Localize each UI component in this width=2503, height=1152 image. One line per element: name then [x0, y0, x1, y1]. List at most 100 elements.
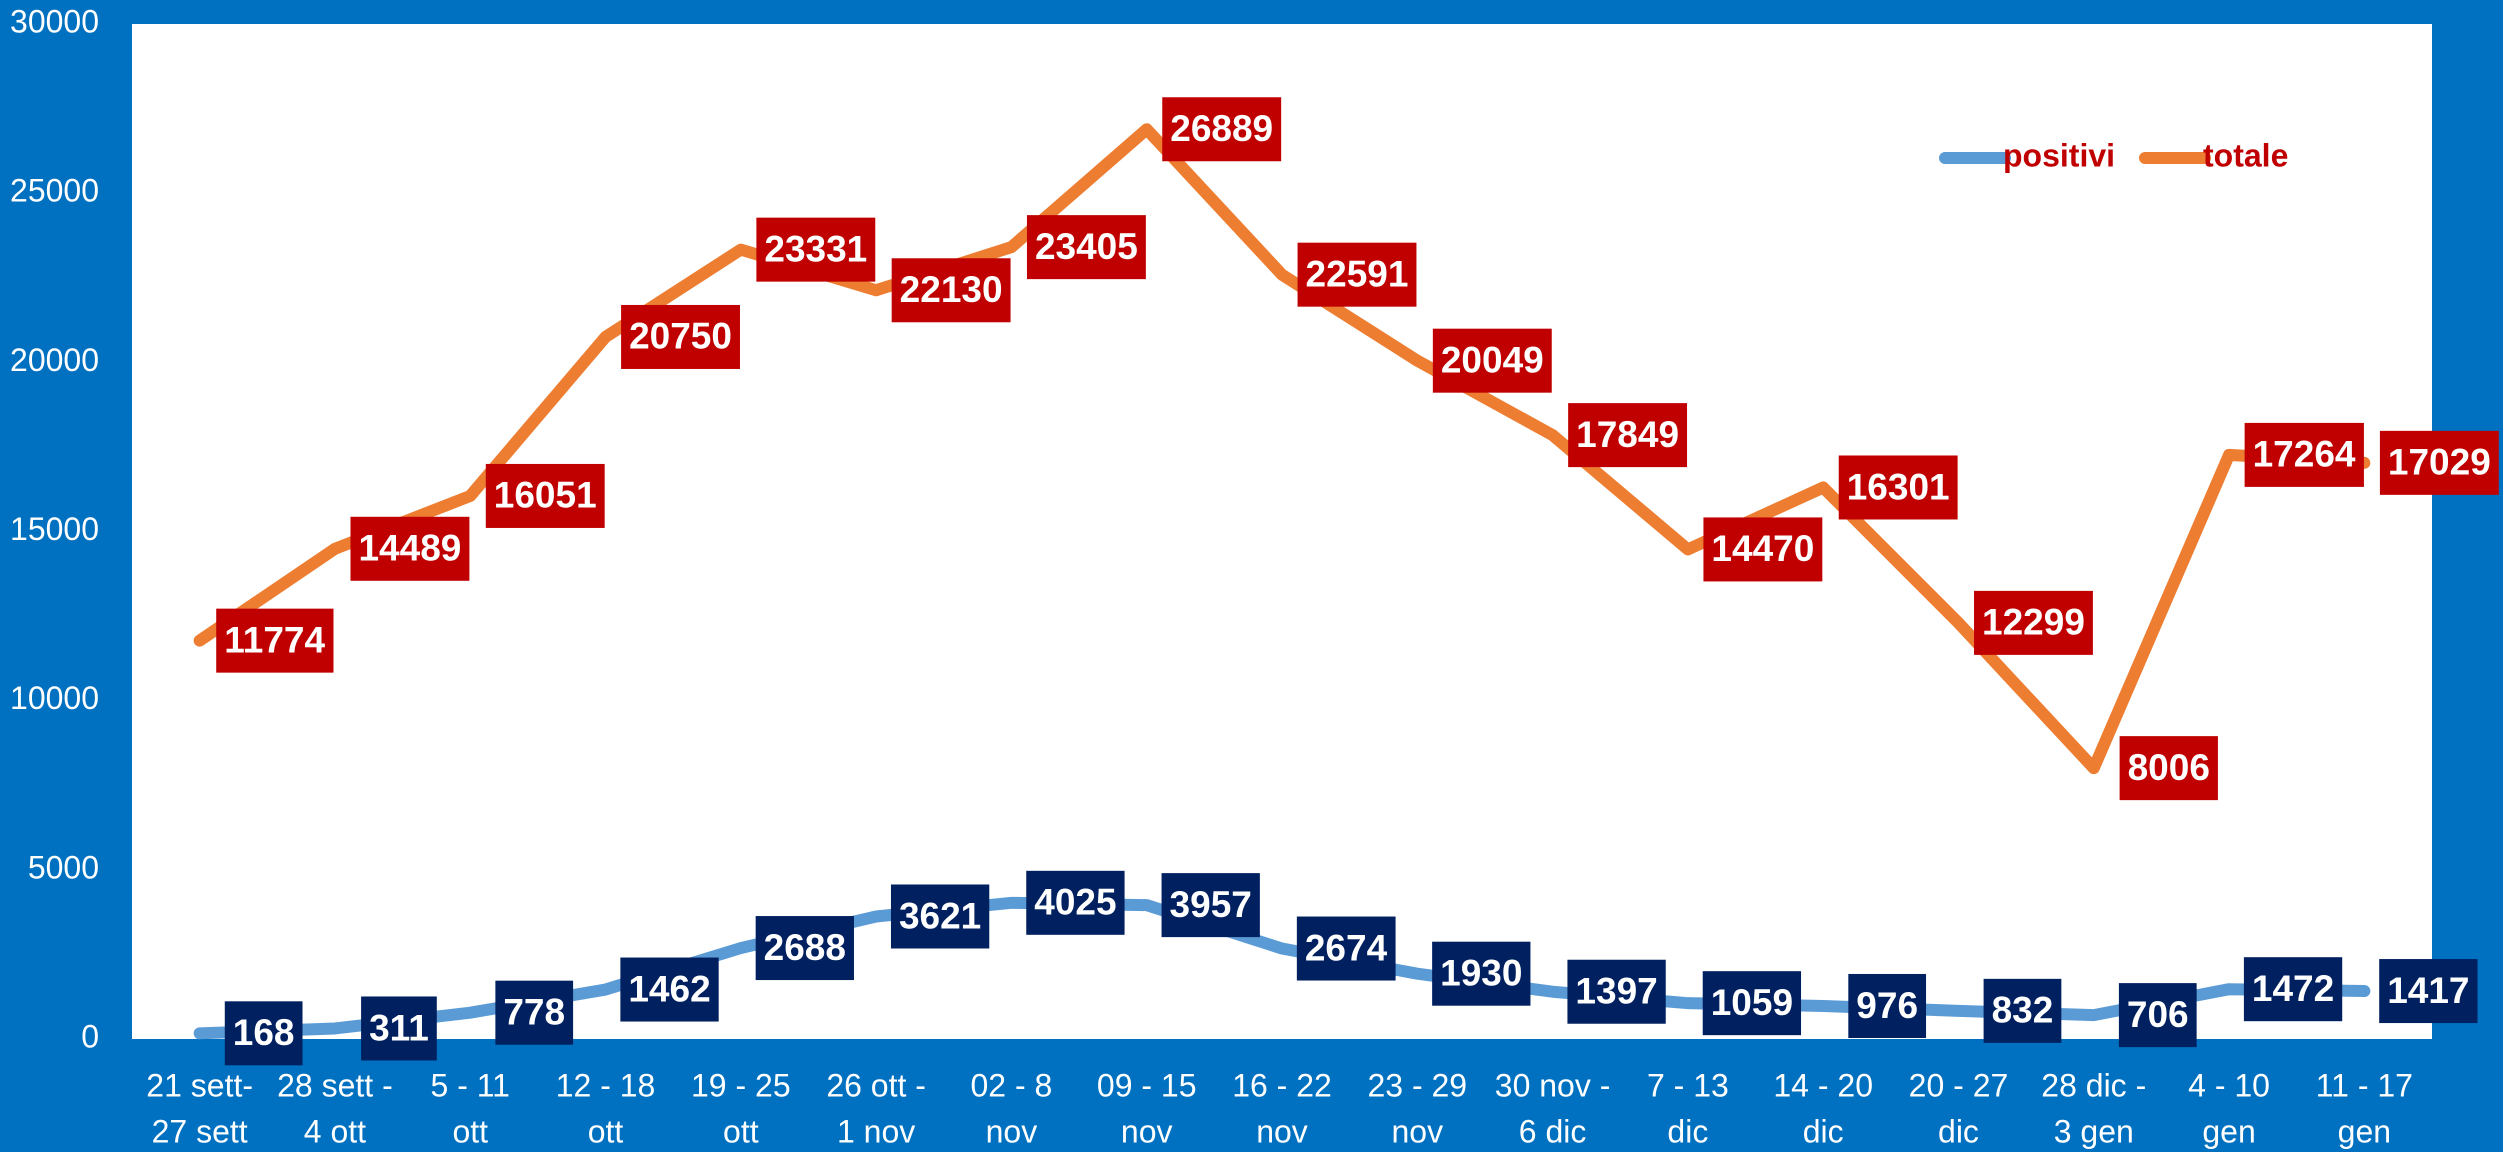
x-tick-label: 21 sett- [146, 1067, 253, 1103]
x-tick-label: 11 - 17 [2316, 1067, 2413, 1103]
x-tick-label: 7 - 13 [1647, 1067, 1729, 1103]
x-tick-label: dic [1667, 1113, 1708, 1149]
value-label: 22591 [1306, 253, 1409, 294]
value-label-box [1432, 941, 1531, 1006]
value-label-box [1432, 328, 1552, 393]
value-label-group: 16051 [485, 463, 605, 528]
value-label: 778 [503, 991, 565, 1032]
value-label-box [1703, 517, 1823, 582]
x-tick-label: nov [986, 1113, 1038, 1149]
value-label-box [1974, 590, 2093, 655]
value-label-box [1162, 97, 1282, 162]
value-label-group: 20750 [621, 304, 740, 369]
value-label-group: 20049 [1432, 328, 1552, 393]
value-label-group: 16301 [1838, 455, 1958, 520]
value-label-group: 1397 [1567, 959, 1666, 1024]
legend-label: totale [2203, 137, 2288, 173]
y-tick-label: 20000 [10, 342, 99, 378]
value-label-group: 2688 [755, 916, 854, 981]
x-tick-label: dic [1938, 1113, 1979, 1149]
value-label-group: 311 [361, 996, 437, 1061]
value-label-box [890, 884, 990, 949]
x-tick-label: 30 nov - [1495, 1067, 1611, 1103]
x-tick-label: gen [2202, 1113, 2255, 1149]
value-label-group: 11774 [216, 608, 334, 673]
value-label: 1930 [1440, 952, 1522, 993]
value-label-box [1026, 870, 1125, 935]
value-label: 20750 [629, 316, 732, 357]
value-label: 26889 [1170, 108, 1273, 149]
value-label: 2688 [764, 927, 846, 968]
value-label: 1417 [2387, 970, 2469, 1011]
value-label: 4025 [1034, 882, 1116, 923]
value-label-group: 17849 [1568, 403, 1688, 468]
value-label: 3621 [899, 895, 981, 936]
value-label: 23405 [1035, 226, 1138, 267]
value-label-group: 4025 [1026, 870, 1125, 935]
value-label-box [1848, 973, 1927, 1038]
value-label-box [224, 1001, 303, 1066]
value-label-box [1026, 215, 1146, 280]
y-tick-label: 15000 [10, 511, 99, 547]
value-label: 14489 [358, 528, 461, 569]
value-label: 832 [1992, 990, 2054, 1031]
value-label: 23331 [764, 228, 867, 269]
x-tick-label: 28 sett - [277, 1067, 393, 1103]
value-label: 22130 [900, 269, 1003, 310]
value-label-box [1297, 242, 1417, 307]
value-label: 1397 [1575, 971, 1657, 1012]
value-label: 1462 [628, 968, 710, 1009]
value-label-group: 12299 [1974, 590, 2093, 655]
value-label-group: 706 [2118, 983, 2197, 1048]
value-label-group: 14470 [1703, 517, 1823, 582]
value-label-box [2379, 430, 2499, 495]
x-tick-label: 12 - 18 [556, 1067, 656, 1103]
value-label-group: 1462 [620, 957, 719, 1022]
value-label-box [2379, 959, 2478, 1024]
value-label: 11774 [224, 619, 325, 660]
value-label: 8006 [2128, 747, 2210, 788]
x-tick-label: dic [1803, 1113, 1844, 1149]
x-tick-label: 4 - 10 [2188, 1067, 2270, 1103]
x-tick-label: 28 dic - [2041, 1067, 2146, 1103]
value-label-box [756, 217, 876, 282]
x-tick-label: ott [588, 1113, 624, 1149]
y-tick-label: 0 [81, 1018, 99, 1054]
x-tick-label: 14 - 20 [1773, 1067, 1873, 1103]
value-label-group: 832 [1983, 978, 2062, 1043]
value-label: 17849 [1576, 414, 1679, 455]
x-tick-label: 27 sett [152, 1113, 248, 1149]
x-tick-label: gen [2338, 1113, 2391, 1149]
x-tick-label: 16 - 22 [1232, 1067, 1332, 1103]
value-label-group: 1417 [2379, 959, 2478, 1024]
x-tick-label: 26 ott - [826, 1067, 926, 1103]
value-label-group: 3957 [1161, 873, 1260, 938]
x-tick-label: 1 nov [837, 1113, 915, 1149]
value-label: 14470 [1711, 528, 1814, 569]
value-label-box [485, 463, 605, 528]
value-label: 3957 [1170, 884, 1252, 925]
value-label: 17029 [2388, 442, 2491, 483]
y-tick-label: 30000 [10, 3, 99, 39]
value-label: 1059 [1711, 982, 1793, 1023]
x-tick-label: 5 - 11 [431, 1067, 510, 1103]
value-label-box [361, 996, 437, 1061]
value-label-group: 22591 [1297, 242, 1417, 307]
series-line [193, 123, 2371, 775]
y-tick-label: 10000 [10, 680, 99, 716]
x-tick-label: 6 dic [1519, 1113, 1587, 1149]
value-label-box [620, 957, 719, 1022]
value-label-group: 1930 [1432, 941, 1531, 1006]
value-label-box [621, 304, 740, 369]
value-label: 20049 [1441, 339, 1544, 380]
value-label-group: 26889 [1162, 97, 1282, 162]
x-tick-label: 4 ott [304, 1113, 366, 1149]
x-tick-label: 23 - 29 [1367, 1067, 1467, 1103]
value-label: 17264 [2253, 434, 2356, 475]
value-label-box [2243, 957, 2343, 1022]
value-label-box [1983, 978, 2062, 1043]
value-label-group: 22130 [891, 258, 1011, 323]
value-label: 706 [2127, 994, 2189, 1035]
value-label-group: 2674 [1296, 916, 1396, 981]
x-tick-label: 09 - 15 [1097, 1067, 1197, 1103]
